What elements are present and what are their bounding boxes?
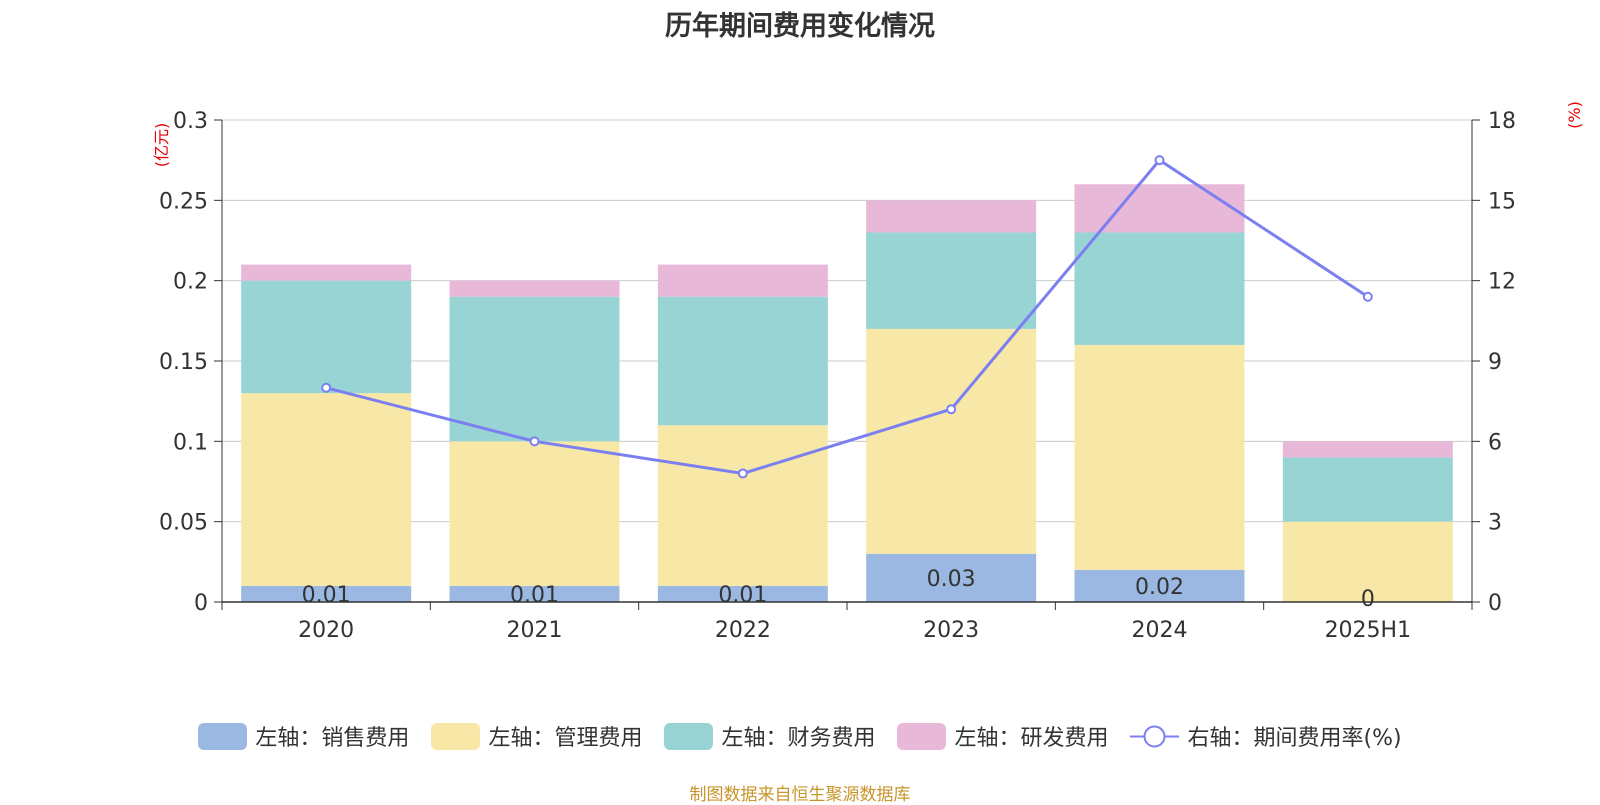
labels: 0.01 0.01 0.01 0.03 0.02 0 (302, 567, 1375, 612)
bar-segment (449, 296, 620, 442)
x-category-label: 2025H1 (1325, 618, 1412, 643)
legend-item: 左轴：财务费用 (664, 720, 875, 752)
legend-swatch (897, 722, 947, 750)
left-tick-label: 0.15 (159, 350, 208, 375)
bar-segment (866, 553, 1037, 602)
left-axis-unit: (亿元) (152, 123, 171, 168)
bar-segment (1282, 521, 1453, 602)
legend-item: 右轴：期间费用率(%) (1130, 720, 1402, 752)
bar-data-label: 0.01 (510, 583, 559, 608)
bar-segment (241, 264, 412, 281)
right-tick-label: 6 (1488, 430, 1502, 455)
legend-swatch (664, 722, 714, 750)
rate-point (1154, 155, 1165, 166)
right-tick-label: 12 (1488, 270, 1516, 295)
x-category-label: 2024 (1132, 618, 1188, 643)
bar-segment (866, 232, 1037, 329)
bar-data-label: 0.01 (718, 583, 767, 608)
right-tick-label: 3 (1488, 511, 1502, 536)
bars (241, 184, 1453, 602)
bar-segment (657, 585, 828, 602)
bar-segment (1074, 344, 1245, 570)
right-axis-unit: (%) (1565, 101, 1584, 129)
chart-title: 历年期间费用变化情况 (665, 11, 935, 42)
bar-data-label: 0.01 (302, 583, 351, 608)
bar-segment (1282, 441, 1453, 458)
rate-line (321, 155, 1373, 479)
right-tick-label: 0 (1488, 591, 1502, 616)
rate-point (529, 436, 540, 447)
bar-segment (449, 280, 620, 297)
axes: 0 0.05 0.1 0.15 0.2 0.25 0.3 0 3 6 9 12 15 18 (亿元) (%) 2… (152, 101, 1584, 643)
legend-label: 右轴：期间费用率(%) (1187, 726, 1402, 751)
bar-segment (241, 280, 412, 394)
legend-item: 左轴：管理费用 (431, 720, 642, 752)
bar-segment (449, 585, 620, 602)
x-category-label: 2020 (298, 618, 354, 643)
left-tick-label: 0.05 (159, 511, 208, 536)
rate-line-path (325, 158, 1369, 476)
right-tick-label: 18 (1488, 109, 1516, 134)
left-tick-label: 0 (194, 591, 208, 616)
right-tick-label: 9 (1488, 350, 1502, 375)
bar-segment (449, 441, 620, 586)
legend-label: 左轴：管理费用 (488, 726, 643, 751)
x-category-label: 2022 (715, 618, 771, 643)
bar-segment (241, 585, 412, 602)
legend: 左轴：销售费用 左轴：管理费用 左轴：财务费用 左轴：研发费用 右轴：期间费用率(%) (0, 720, 1600, 752)
bar-segment (1074, 184, 1245, 233)
left-tick-label: 0.1 (173, 430, 208, 455)
bar-segment (866, 200, 1037, 233)
bar-segment (1074, 569, 1245, 602)
bar-segment (657, 264, 828, 297)
bar-segment (657, 296, 828, 426)
left-tick-label: 0.2 (173, 270, 208, 295)
bar-segment (1282, 457, 1453, 522)
rate-point (1362, 291, 1373, 302)
bar-data-label: 0 (1361, 587, 1375, 612)
rate-point (321, 382, 332, 393)
bar-segment (866, 328, 1037, 554)
left-tick-label: 0.25 (159, 189, 208, 214)
bar-segment (657, 425, 828, 586)
rate-point (737, 468, 748, 479)
x-category-label: 2023 (923, 618, 979, 643)
bar-segment (241, 393, 412, 586)
legend-line-swatch (1130, 725, 1180, 747)
bar-data-label: 0.03 (927, 567, 976, 592)
legend-item: 左轴：销售费用 (198, 720, 409, 752)
right-tick-label: 15 (1488, 189, 1516, 214)
legend-swatch (431, 722, 481, 750)
legend-swatch (198, 722, 248, 750)
bar-data-label: 0.02 (1135, 575, 1184, 600)
legend-item: 左轴：研发费用 (897, 720, 1108, 752)
legend-label: 左轴：研发费用 (954, 726, 1109, 751)
legend-label: 左轴：财务费用 (721, 726, 876, 751)
left-tick-label: 0.3 (173, 109, 208, 134)
x-category-label: 2021 (507, 618, 563, 643)
source-note: 制图数据来自恒生聚源数据库 (689, 785, 911, 805)
bar-segment (1074, 232, 1245, 345)
rate-point (946, 404, 957, 415)
legend-label: 左轴：销售费用 (255, 726, 410, 751)
